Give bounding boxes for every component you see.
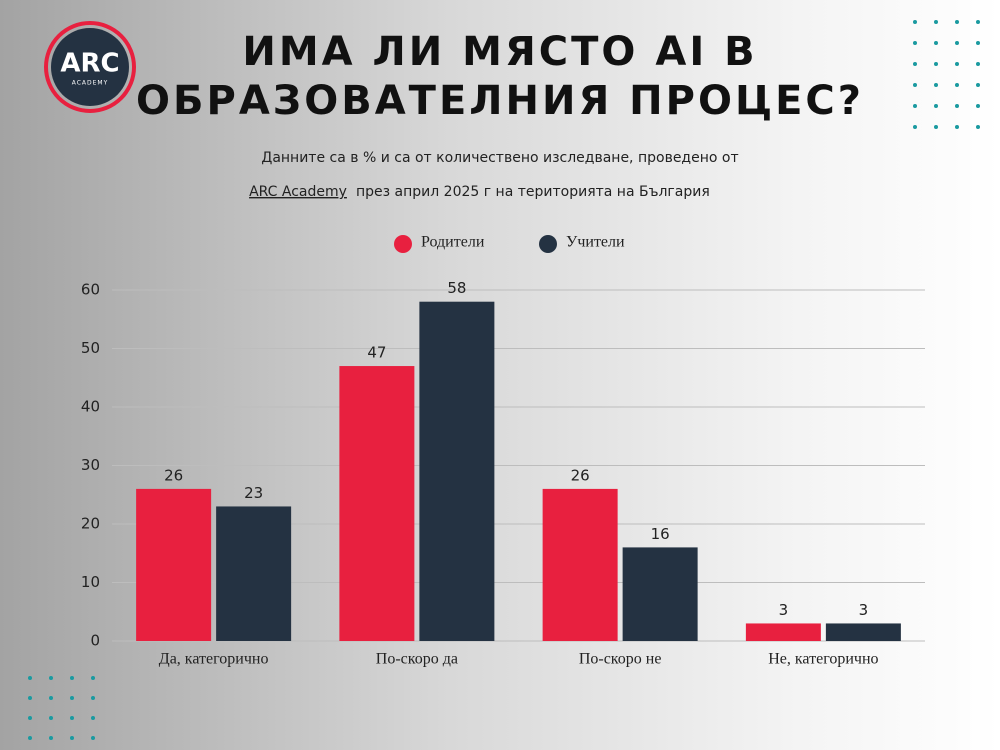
dot: [91, 736, 95, 740]
x-tick-label: По-скоро да: [376, 651, 458, 668]
dot: [913, 104, 917, 108]
dot: [976, 83, 980, 87]
dot: [49, 716, 53, 720]
bar: [745, 623, 821, 641]
logo-tagline: ACADEMY: [72, 80, 109, 87]
dot: [934, 20, 938, 24]
dot: [913, 41, 917, 45]
x-tick-label: По-скоро не: [579, 651, 662, 668]
subtitle-link[interactable]: ARC Academy: [249, 184, 347, 200]
dot: [70, 736, 74, 740]
legend-marker: [394, 235, 412, 253]
y-tick-label: 40: [81, 398, 100, 416]
dot: [955, 20, 959, 24]
logo-disc: [51, 28, 129, 106]
bar: [339, 366, 415, 641]
bar: [825, 623, 901, 641]
bar: [216, 506, 292, 641]
data-label: 3: [859, 601, 869, 619]
legend-label: Родители: [421, 234, 485, 251]
dot: [976, 104, 980, 108]
data-label: 23: [244, 484, 263, 502]
x-tick-label: Не, категорично: [768, 651, 878, 668]
dot: [28, 716, 32, 720]
bar: [136, 488, 212, 641]
dot: [91, 696, 95, 700]
dot: [91, 716, 95, 720]
subtitle: Данните са в % и са от количествено изсл…: [261, 150, 738, 166]
bar: [542, 488, 618, 641]
dot: [976, 62, 980, 66]
dot: [934, 41, 938, 45]
dot: [70, 676, 74, 680]
dot: [70, 716, 74, 720]
dot: [955, 41, 959, 45]
dot: [976, 41, 980, 45]
dot: [934, 125, 938, 129]
y-tick-label: 20: [81, 515, 100, 533]
x-tick-label: Да, категорично: [159, 651, 269, 668]
data-label: 3: [779, 601, 789, 619]
dot: [913, 83, 917, 87]
legend-marker: [539, 235, 557, 253]
title: ОБРАЗОВАТЕЛНИЯ ПРОЦЕС?: [136, 78, 864, 124]
logo-name: ARC: [60, 49, 119, 79]
dot: [955, 83, 959, 87]
data-label: 47: [367, 344, 386, 362]
data-label: 16: [651, 525, 670, 543]
bar: [622, 547, 698, 641]
dot: [28, 696, 32, 700]
bar: [419, 301, 495, 641]
dot: [934, 83, 938, 87]
dot: [913, 62, 917, 66]
dot: [49, 736, 53, 740]
y-tick-label: 0: [90, 632, 100, 650]
subtitle: през април 2025 г на територията на Бълг…: [356, 184, 710, 200]
decoration: [28, 20, 980, 740]
legend-label: Учители: [566, 234, 625, 251]
y-tick-label: 50: [81, 339, 100, 357]
y-tick-label: 60: [81, 281, 100, 299]
data-label: 26: [571, 466, 590, 484]
y-tick-label: 30: [81, 456, 100, 474]
dot: [913, 125, 917, 129]
dot: [955, 104, 959, 108]
dot: [955, 125, 959, 129]
logo: ARC ACADEMY: [44, 21, 136, 113]
dot: [976, 20, 980, 24]
dot: [28, 736, 32, 740]
dot: [49, 696, 53, 700]
title: ИМА ЛИ МЯСТО AI В: [242, 29, 757, 75]
dot: [70, 696, 74, 700]
dot: [913, 20, 917, 24]
dot: [91, 676, 95, 680]
logo-ring: [44, 21, 136, 113]
dot: [976, 125, 980, 129]
data-label: 26: [164, 466, 183, 484]
y-tick-label: 10: [81, 573, 100, 591]
dot: [49, 676, 53, 680]
dot: [934, 62, 938, 66]
dot: [934, 104, 938, 108]
dot: [955, 62, 959, 66]
dot: [28, 676, 32, 680]
data-label: 58: [447, 279, 466, 297]
